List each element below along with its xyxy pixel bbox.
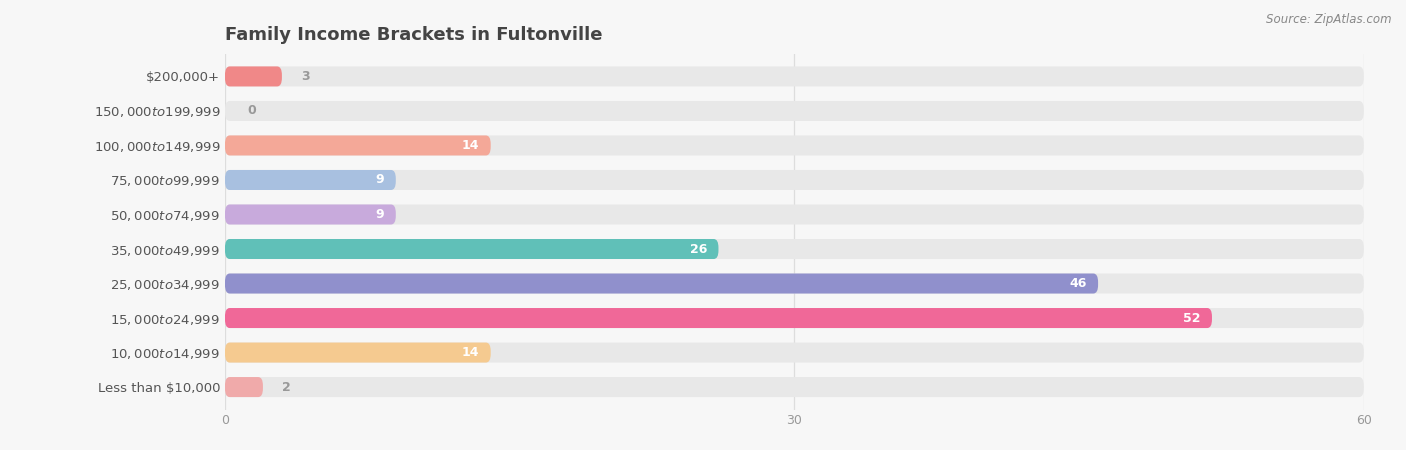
Text: 2: 2: [281, 381, 291, 394]
Text: 46: 46: [1070, 277, 1087, 290]
FancyBboxPatch shape: [225, 274, 1098, 293]
Text: Family Income Brackets in Fultonville: Family Income Brackets in Fultonville: [225, 26, 602, 44]
FancyBboxPatch shape: [225, 342, 491, 363]
FancyBboxPatch shape: [225, 135, 491, 155]
Text: 14: 14: [461, 346, 479, 359]
FancyBboxPatch shape: [225, 204, 396, 225]
Text: 9: 9: [375, 208, 384, 221]
Text: 0: 0: [247, 104, 256, 117]
FancyBboxPatch shape: [225, 170, 1364, 190]
Text: 3: 3: [301, 70, 309, 83]
FancyBboxPatch shape: [225, 308, 1212, 328]
FancyBboxPatch shape: [225, 101, 1364, 121]
FancyBboxPatch shape: [225, 239, 1364, 259]
FancyBboxPatch shape: [225, 67, 1364, 86]
Text: 52: 52: [1182, 311, 1201, 324]
Text: 26: 26: [690, 243, 707, 256]
FancyBboxPatch shape: [225, 170, 396, 190]
Text: Source: ZipAtlas.com: Source: ZipAtlas.com: [1267, 14, 1392, 27]
Text: 14: 14: [461, 139, 479, 152]
FancyBboxPatch shape: [225, 342, 1364, 363]
FancyBboxPatch shape: [225, 274, 1364, 293]
FancyBboxPatch shape: [225, 377, 263, 397]
FancyBboxPatch shape: [225, 135, 1364, 155]
FancyBboxPatch shape: [225, 67, 281, 86]
FancyBboxPatch shape: [225, 377, 1364, 397]
FancyBboxPatch shape: [225, 239, 718, 259]
FancyBboxPatch shape: [225, 204, 1364, 225]
Text: 9: 9: [375, 174, 384, 186]
FancyBboxPatch shape: [225, 308, 1364, 328]
